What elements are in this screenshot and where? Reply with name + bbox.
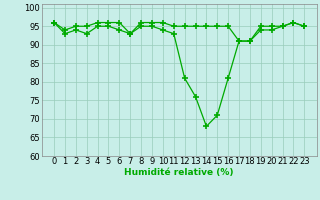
X-axis label: Humidité relative (%): Humidité relative (%) (124, 168, 234, 177)
